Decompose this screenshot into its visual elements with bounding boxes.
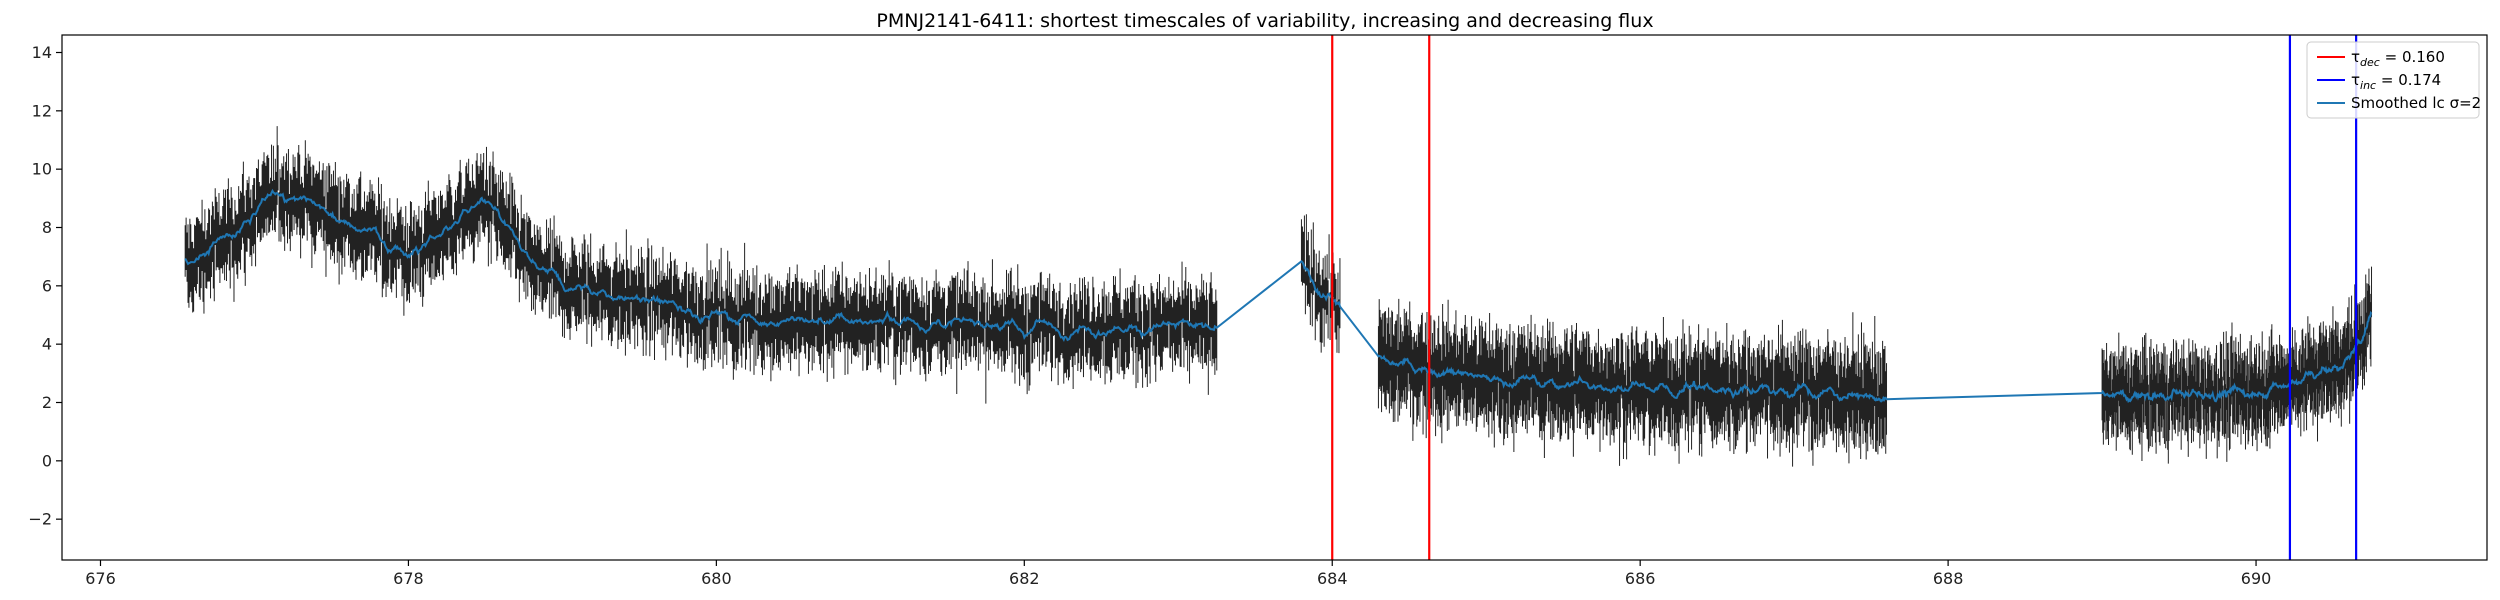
error-bar-segment: [1377, 298, 1888, 467]
legend-box: [2306, 41, 2480, 119]
x-tick-label: 682: [1009, 569, 1040, 588]
x-tick-label: 690: [2241, 569, 2272, 588]
chart-title: PMNJ2141-6411: shortest timescales of va…: [876, 10, 1653, 32]
legend-label-tau-inc: τinc = 0.174: [2351, 71, 2441, 92]
y-tick-label: 8: [42, 218, 52, 237]
y-tick-label: 0: [42, 451, 52, 470]
y-tick-label: −2: [28, 510, 52, 529]
smoothed-curve-group: [184, 188, 2373, 403]
x-tick-label: 680: [701, 569, 732, 588]
smoothed-curve: [184, 188, 2373, 403]
axes-group: 676 678 680 682 684 686 688 690 −2 0 2 4 6 8 10 12 14: [28, 34, 2488, 588]
y-tick-label: 12: [32, 101, 52, 120]
y-tick-label: 4: [42, 335, 52, 354]
error-bar-segment: [1300, 214, 1341, 354]
x-tick-label: 676: [85, 569, 116, 588]
x-tick-label: 686: [1625, 569, 1656, 588]
legend-label-smoothed: Smoothed lc σ=2: [2351, 94, 2481, 112]
x-tick-label: 678: [393, 569, 424, 588]
x-tick-label: 684: [1317, 569, 1348, 588]
x-tick-label: 688: [1933, 569, 1964, 588]
plot-frame: [61, 34, 2488, 561]
y-tick-label: 2: [42, 393, 52, 412]
y-tick-label: 6: [42, 276, 52, 295]
timescale-lines-group: [1331, 35, 2358, 560]
error-bar-segment: [184, 126, 1218, 404]
error-bars-group: [184, 126, 2373, 467]
error-bar-segment: [2101, 266, 2373, 464]
y-tick-label: 10: [32, 160, 52, 179]
y-tick-label: 14: [32, 43, 52, 62]
legend-label-tau-dec: τdec = 0.160: [2351, 48, 2445, 69]
